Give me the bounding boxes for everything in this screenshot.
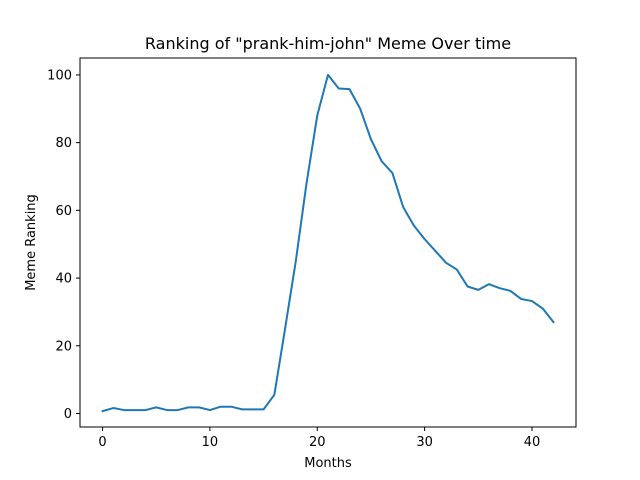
plot-area bbox=[101, 73, 555, 413]
y-tick-label: 60 bbox=[55, 204, 72, 219]
y-tick-label: 100 bbox=[47, 68, 72, 83]
x-axis-label: Months bbox=[304, 456, 352, 471]
axes-frame bbox=[79, 57, 577, 428]
x-tick-label: 20 bbox=[309, 435, 326, 450]
y-tick-label: 20 bbox=[55, 339, 72, 354]
x-tick-label: 40 bbox=[524, 435, 541, 450]
x-tick-label: 10 bbox=[202, 435, 219, 450]
x-tick-label: 30 bbox=[416, 435, 433, 450]
chart-title: Ranking of "prank-him-john" Meme Over ti… bbox=[145, 34, 511, 53]
y-tick-label: 80 bbox=[55, 136, 72, 151]
x-axis: 0 10 20 30 40 bbox=[98, 427, 540, 450]
y-axis-label: Meme Ranking bbox=[24, 194, 39, 291]
x-tick-label: 0 bbox=[98, 435, 106, 450]
y-axis: 0 20 40 60 80 100 bbox=[47, 68, 80, 422]
series-line bbox=[101, 73, 555, 413]
y-tick-label: 0 bbox=[64, 407, 72, 422]
y-tick-label: 40 bbox=[55, 272, 72, 287]
